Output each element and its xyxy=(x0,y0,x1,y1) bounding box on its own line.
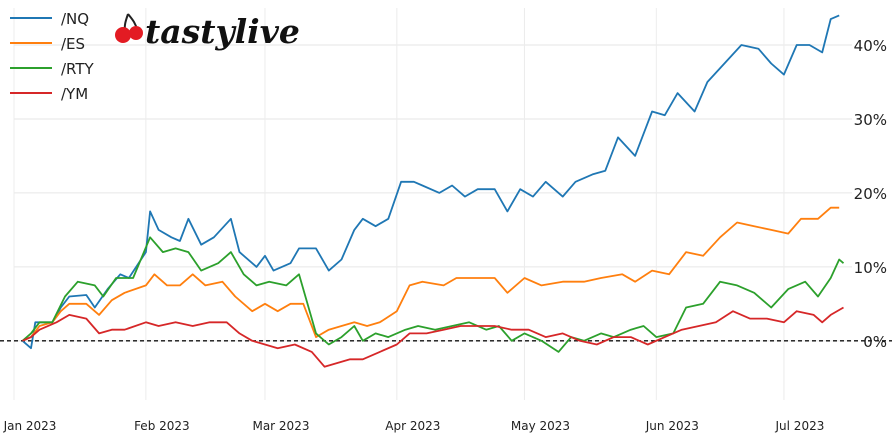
y-tick-label: 30% xyxy=(854,111,887,129)
series-line-rty xyxy=(21,236,845,353)
tastylive-logo: tastylive xyxy=(115,12,300,51)
y-tick-label: 40% xyxy=(854,37,887,55)
y-axis-ticks: 0% 10% 20% 30% 40% xyxy=(854,37,887,351)
y-tick-label: 10% xyxy=(854,259,887,277)
legend-label-ym: /YM xyxy=(61,85,88,103)
x-tick-label: Jun 2023 xyxy=(645,419,699,433)
legend: /NQ/ES/RTY/YM xyxy=(10,10,95,103)
x-axis-ticks: Jan 2023 Feb 2023 Mar 2023 Apr 2023 May 2023… xyxy=(3,419,825,433)
series-line-es xyxy=(22,206,840,342)
legend-label-nq: /NQ xyxy=(61,10,89,28)
x-tick-label: Jul 2023 xyxy=(775,419,825,433)
y-tick-label: 0% xyxy=(863,333,887,351)
x-tick-label: Apr 2023 xyxy=(385,419,440,433)
logo-text: tastylive xyxy=(145,12,300,51)
series-layer xyxy=(21,14,845,368)
legend-label-rty: /RTY xyxy=(61,60,95,78)
series-line-ym xyxy=(22,306,844,368)
grid-layer xyxy=(13,8,852,400)
y-tick-label: 20% xyxy=(854,185,887,203)
legend-label-es: /ES xyxy=(61,35,85,53)
x-tick-label: Mar 2023 xyxy=(252,419,309,433)
x-tick-label: Jan 2023 xyxy=(3,419,57,433)
series-line-nq xyxy=(21,14,840,350)
x-tick-label: Feb 2023 xyxy=(134,419,190,433)
cherry-icon xyxy=(115,13,143,43)
x-tick-label: May 2023 xyxy=(511,419,570,433)
